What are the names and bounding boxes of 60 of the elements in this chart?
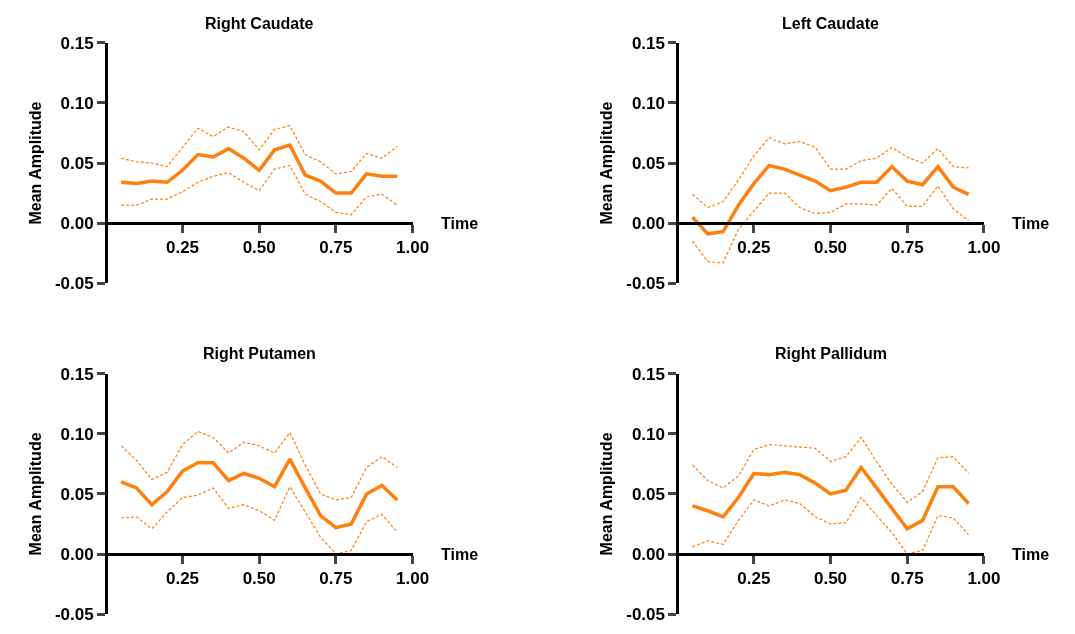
x-tick-label: 0.25 [737,238,771,258]
line-series [120,486,398,555]
y-tick-label: 0.10 [631,424,665,444]
line-series [691,137,970,209]
line-series [691,185,970,264]
y-tick-label: 0.05 [60,154,94,173]
x-tick-label: 0.75 [319,238,353,258]
y-tick-label: 0.15 [60,33,94,53]
chart-title: Left Caudate [782,15,879,32]
y-tick-label: 0.15 [631,33,665,53]
line-series [690,465,971,531]
y-tick-label: 0.00 [631,544,665,564]
x-axis-title: Time [1012,546,1050,563]
x-tick-label: 0.25 [737,569,771,589]
y-tick-label: 0.10 [60,93,94,113]
x-axis-title: Time [441,546,479,563]
x-tick-label: 1.00 [967,569,1001,589]
chart-title: Right Caudate [205,15,314,32]
y-tick-label: -0.05 [626,274,665,294]
y-axis-title: Mean Amplitude [598,432,616,556]
x-tick-label: 1.00 [396,569,430,589]
line-series [120,125,398,175]
x-axis-title: Time [441,215,479,232]
line-series [691,496,970,555]
y-tick-label: 0.15 [60,364,94,384]
chart-title: Right Pallidum [775,345,887,362]
line-series [119,143,400,195]
line-series [120,430,398,501]
y-axis-title: Mean Amplitude [26,432,44,556]
y-axis-title: Mean Amplitude [26,101,44,225]
x-tick-label: 1.00 [967,238,1001,258]
line-series [691,436,970,503]
y-axis-title: Mean Amplitude [598,101,616,225]
x-axis-title: Time [1012,215,1050,232]
y-tick-label: 0.10 [60,424,94,444]
y-tick-label: 0.00 [631,214,665,234]
x-tick-label: 0.50 [242,238,276,258]
line-series [120,164,398,216]
y-tick-label: 0.10 [631,93,665,113]
x-tick-label: 0.75 [890,569,924,589]
x-tick-label: 0.50 [242,569,276,589]
y-tick-label: 0.05 [631,154,665,173]
x-tick-label: 0.25 [165,238,200,258]
y-tick-label: -0.05 [626,605,665,625]
y-tick-label: 0.00 [60,214,94,234]
x-tick-label: 0.50 [813,238,848,258]
line-series [690,163,971,236]
x-tick-label: 0.75 [319,569,353,589]
y-tick-label: 0.05 [631,484,665,504]
y-tick-label: -0.05 [54,274,94,294]
x-tick-label: 1.00 [396,238,430,258]
x-tick-label: 0.25 [165,569,200,589]
y-tick-label: 0.05 [60,484,94,504]
y-tick-label: 0.15 [631,364,665,384]
line-series [119,457,400,530]
y-tick-label: 0.00 [60,544,94,564]
chart-title: Right Putamen [203,345,316,362]
x-tick-label: 0.50 [813,569,848,589]
x-tick-label: 0.75 [890,238,924,258]
y-tick-label: -0.05 [54,605,94,625]
